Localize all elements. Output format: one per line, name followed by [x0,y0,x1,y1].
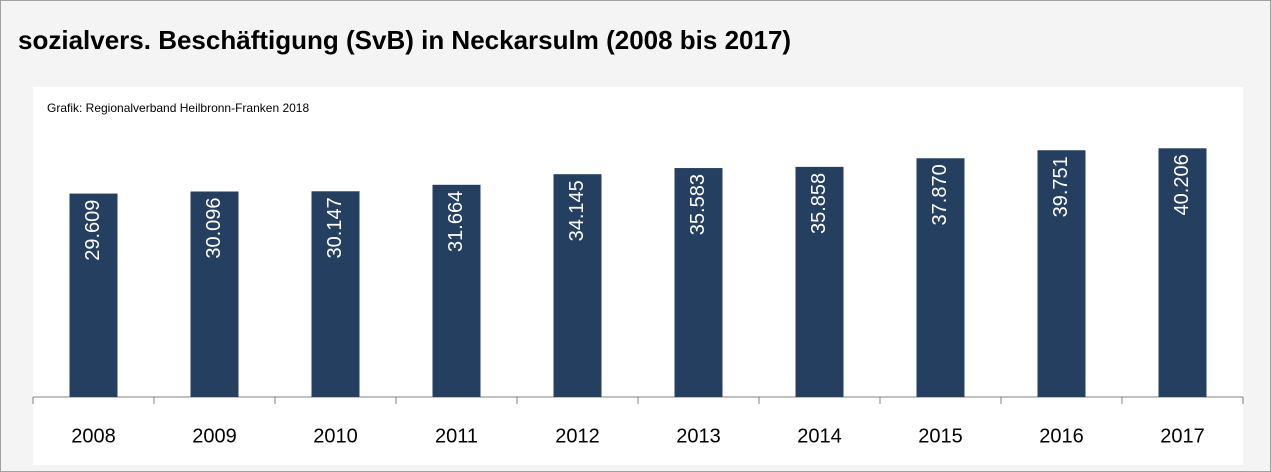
bar [432,184,481,397]
value-label: 30.096 [203,197,225,258]
value-label: 30.147 [324,197,346,258]
bar [190,191,239,397]
x-tick-label: 2009 [192,425,237,447]
bar [1158,148,1207,397]
chart-title: sozialvers. Beschäftigung (SvB) in Necka… [18,25,791,55]
x-tick-label: 2011 [435,425,478,447]
value-label: 39.751 [1050,156,1072,217]
bar [916,158,965,397]
x-tick-label: 2016 [1039,425,1084,447]
x-tick-label: 2010 [313,425,358,447]
x-tick-label: 2017 [1160,425,1205,447]
x-tick-label: 2008 [71,425,116,447]
x-tick-label: 2012 [555,425,600,447]
bar [311,191,360,397]
value-label: 35.583 [687,174,709,235]
value-label: 40.206 [1171,154,1193,215]
subtitle: Grafik: Regionalverband Heilbronn-Franke… [47,101,309,115]
value-label: 29.609 [82,200,104,261]
bar [553,174,602,397]
value-label: 35.858 [808,173,830,234]
value-label: 31.664 [445,191,467,252]
bar [1037,150,1086,397]
x-tick-label: 2014 [797,425,842,447]
value-label: 37.870 [929,164,951,225]
bar [795,166,844,397]
bar [674,168,723,397]
bar [69,193,118,397]
x-tick-label: 2013 [676,425,721,447]
x-tick-label: 2015 [918,425,963,447]
value-label: 34.145 [566,180,588,241]
